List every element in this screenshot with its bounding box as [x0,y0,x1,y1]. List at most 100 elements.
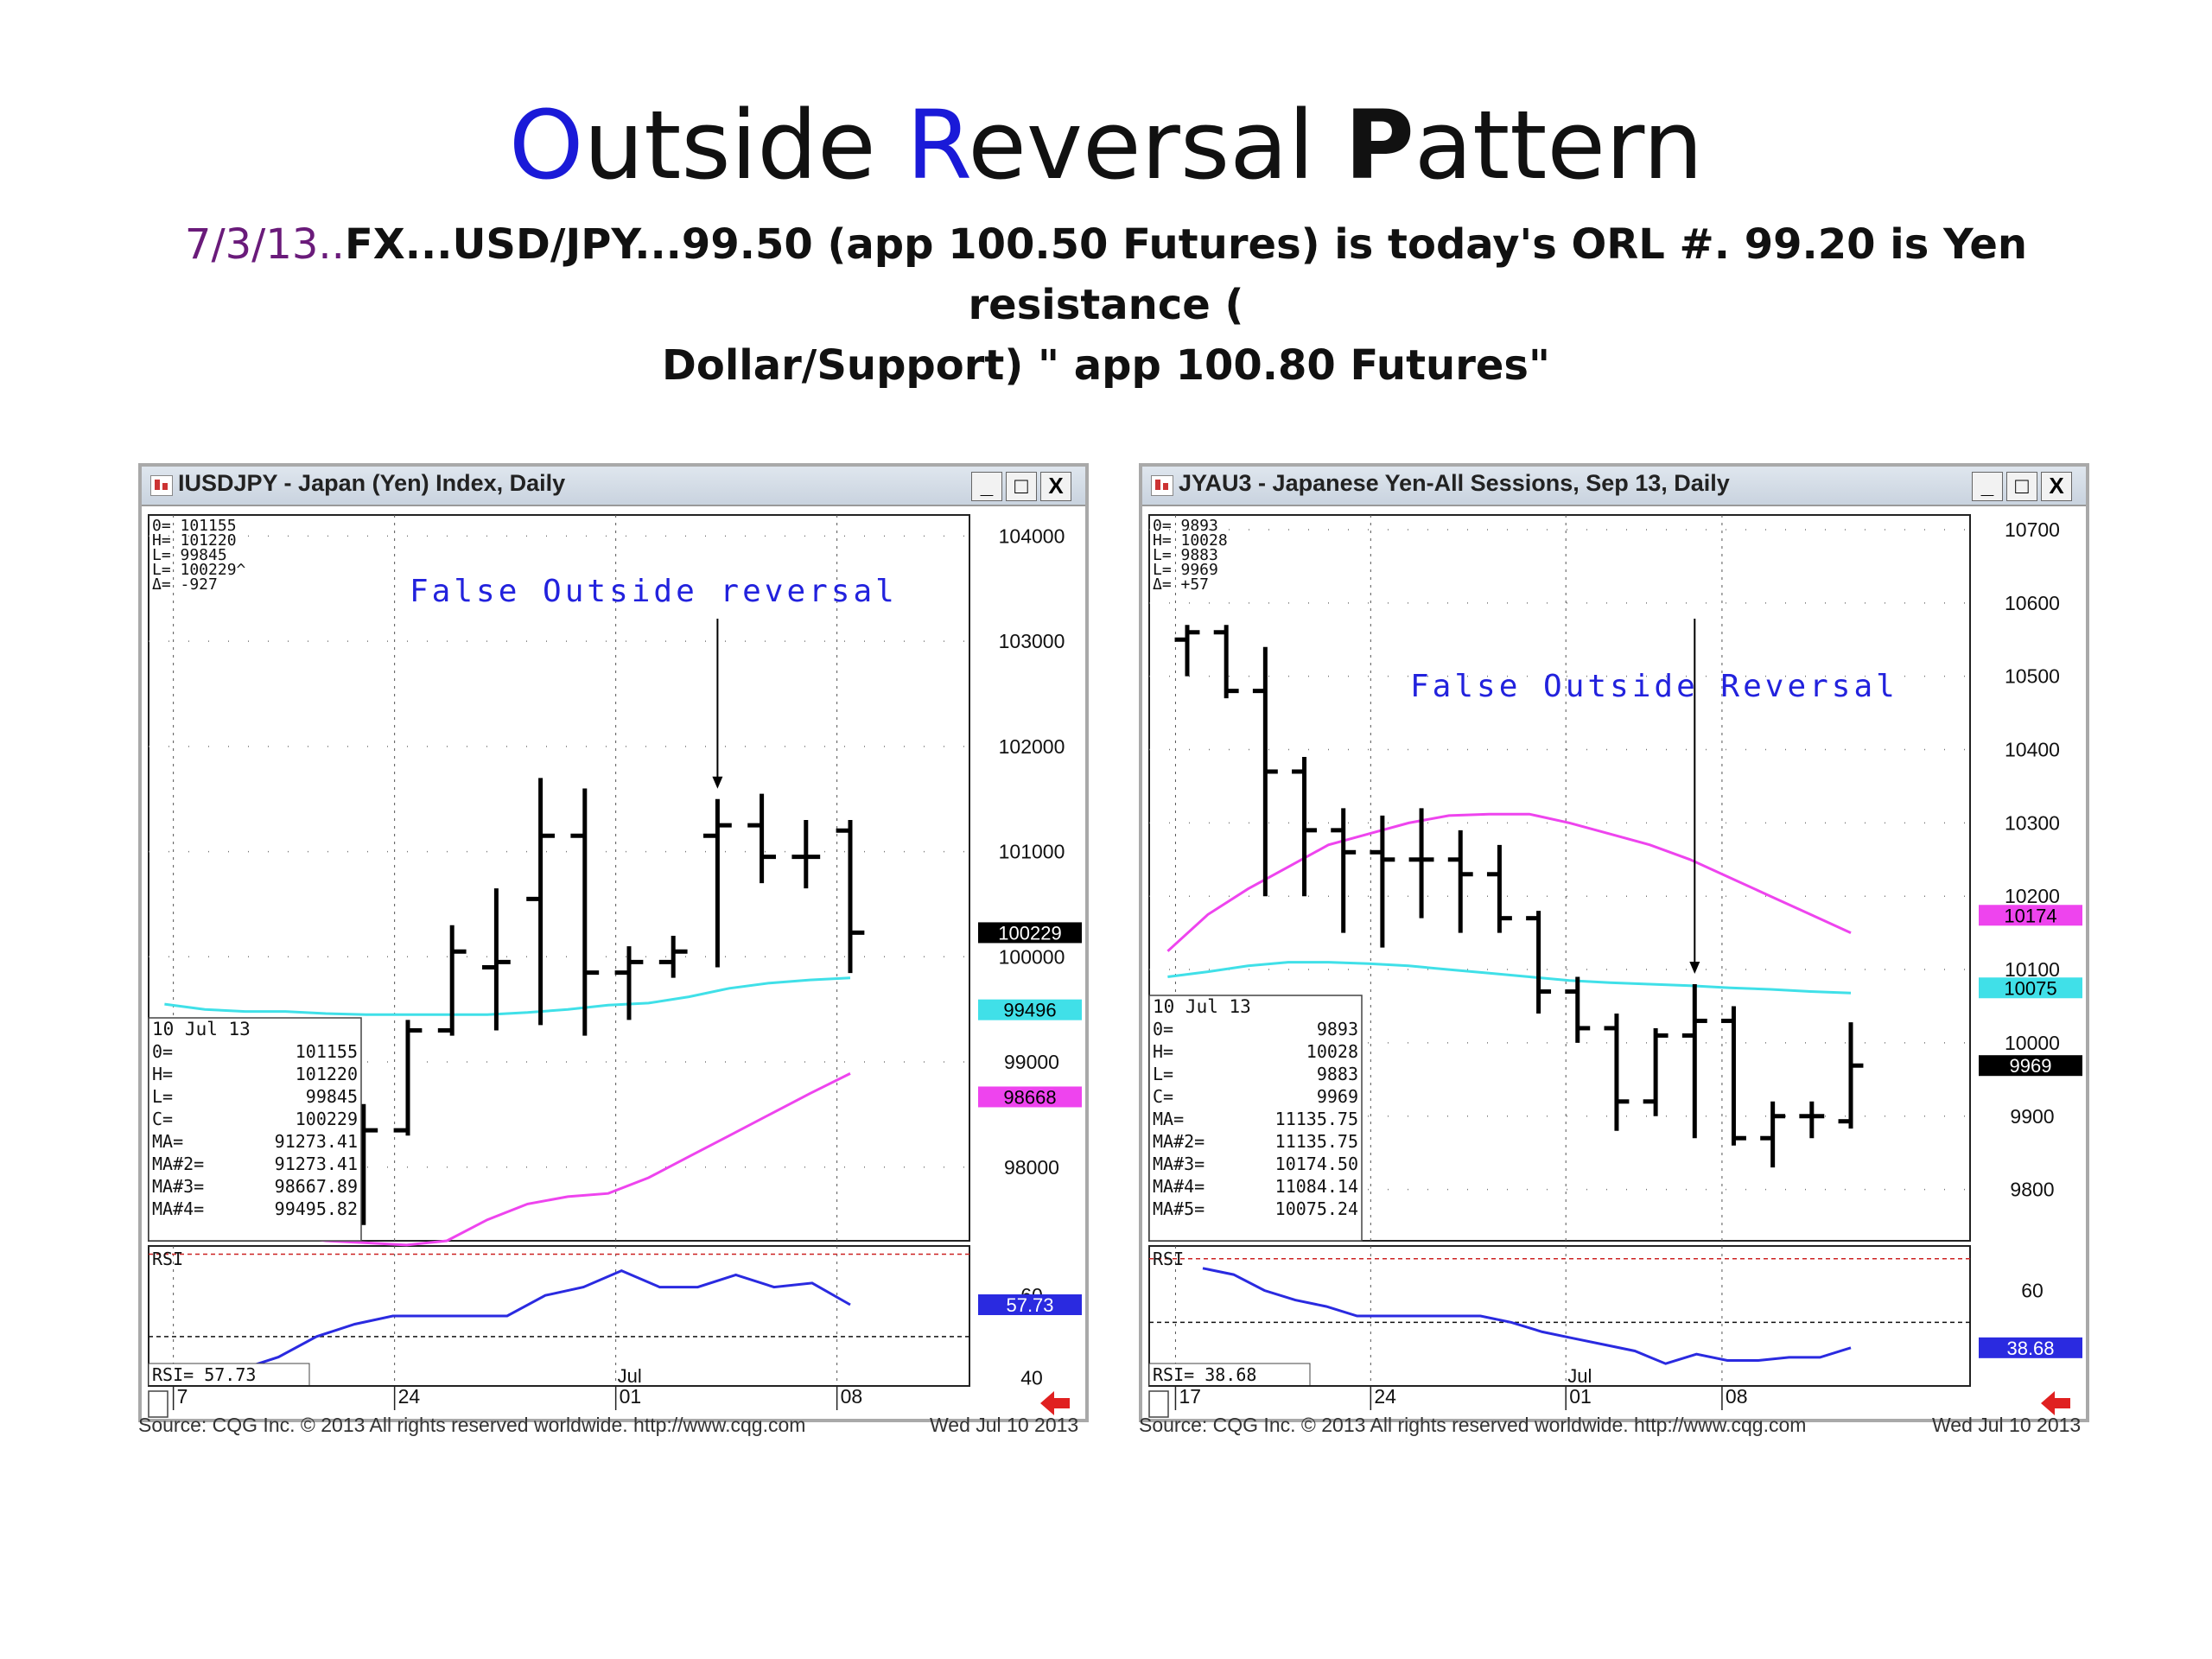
window-titlebar[interactable]: IUSDJPY - Japan (Yen) Index, Daily _ □ X [142,467,1085,506]
y-tick-label: 99000 [1004,1051,1059,1073]
info-box-value: 11084.14 [1275,1176,1358,1197]
info-box-label: MA#2= [1153,1131,1205,1152]
y-tick-label: 10700 [2005,518,2060,541]
info-box-value: 99845 [306,1086,358,1107]
rsi-readout-frame [1148,1363,1311,1387]
info-box-value: 91273.41 [275,1154,358,1174]
ohlc-bar [1370,815,1395,948]
x-tick-label: 01 [1569,1385,1592,1408]
y-tick-label: 10300 [2005,811,2060,834]
x-tick-label: 24 [398,1385,421,1408]
ohlc-bar [1331,808,1357,933]
rsi-value-tag-bg [978,1294,1082,1315]
minimize-button[interactable]: _ [1972,472,2003,501]
scroll-box [148,1390,168,1418]
window-title: IUSDJPY - Japan (Yen) Index, Daily [178,470,566,496]
ohlc-bar [1760,1101,1786,1168]
y-tick-label: 102000 [999,735,1065,758]
y-tick-label: 10100 [2005,958,2060,981]
title-part-0: O [508,90,584,200]
price-tag-value: 98668 [1003,1086,1056,1108]
quote-readout-line: L= 99845 [152,546,227,564]
y-tick-label: 104000 [999,524,1065,547]
info-box-value: 11135.75 [1275,1131,1358,1152]
ohlc-bar [747,793,776,884]
subtitle-line1: FX...USD/JPY...99.50 (app 100.50 Futures… [344,220,2028,329]
y-tick-label: 103000 [999,630,1065,652]
quote-readout-line: H= 10028 [1153,531,1228,550]
ohlc-bar [1213,625,1239,699]
rsi-value-tag-bg [1979,1337,2082,1358]
ohlc-bar [1447,830,1473,933]
close-button[interactable]: X [1040,472,1071,501]
info-box-value: 100229 [296,1109,358,1129]
info-box-value: 101220 [296,1064,358,1084]
quote-readout-line: L= 9883 [1153,546,1218,564]
ma-line-magenta [1166,812,1852,952]
ohlc-bar [482,888,511,1031]
y-tick-label: 10200 [2005,885,2060,907]
chart-window-usdjpy[interactable]: IUSDJPY - Japan (Yen) Index, Daily _ □ X… [138,463,1089,1422]
info-box-frame [1148,995,1363,1242]
ohlc-bar [836,820,865,974]
info-box-label: MA= [1153,1109,1184,1129]
month-label: Jul [618,1365,642,1387]
info-box-label: MA#4= [152,1198,204,1219]
price-tag-value: 10174 [2004,905,2056,926]
ohlc-bar [1838,1022,1864,1129]
window-title: JYAU3 - Japanese Yen-All Sessions, Sep 1… [1179,470,1730,496]
rsi-readout-frame [148,1363,310,1387]
subtitle-date: 7/3/13.. [184,220,345,269]
rsi-y-tick-label: 40 [1020,1366,1043,1389]
source-note-left: Source: CQG Inc. © 2013 All rights reser… [138,1414,806,1436]
maximize-button[interactable]: □ [2006,472,2037,501]
x-tick-label: 08 [1726,1385,1748,1408]
window-titlebar[interactable]: JYAU3 - Japanese Yen-All Sessions, Sep 1… [1142,467,2086,506]
ohlc-bar [1486,844,1512,933]
ohlc-bar [1643,1027,1669,1116]
y-tick-label: 101000 [999,841,1065,863]
info-box-value: 91273.41 [275,1131,358,1152]
scroll-box [1148,1390,1169,1418]
ohlc-chart-jyau3[interactable]: 10700 10600 10500 10400 10300 10200 10100 10000… [1142,506,2086,1422]
chart-date-right: Wed Jul 10 2013 [1932,1414,2082,1436]
ohlc-bar [791,820,821,889]
info-box-label: MA#5= [1153,1198,1205,1219]
ohlc-bar [1604,1013,1630,1131]
quote-readout-line: 0= 101155 [152,517,237,535]
close-button[interactable]: X [2041,472,2072,501]
info-box-label: MA#4= [1153,1176,1205,1197]
price-tag-bg [1979,1055,2082,1077]
y-tick-label: 9800 [2010,1179,2054,1201]
info-box-value: 101155 [296,1041,358,1062]
ohlc-bar [1292,757,1317,897]
minimize-button[interactable]: _ [971,472,1002,501]
info-box-value: 10174.50 [1275,1154,1358,1174]
maximize-button[interactable]: □ [1006,472,1037,501]
info-box-label: MA#2= [152,1154,204,1174]
info-box-label: L= [152,1086,173,1107]
ma-line-cyan [164,976,851,1016]
quote-readout-line: L= 100229^ [152,561,246,579]
y-tick-label: 9900 [2010,1105,2054,1128]
price-tag-bg [978,999,1082,1020]
info-box-value: 9893 [1317,1019,1358,1039]
price-tag-bg [1979,977,2082,999]
ohlc-bar [1526,911,1552,1014]
info-box-label: C= [1153,1086,1173,1107]
chart-window-jyau3[interactable]: JYAU3 - Japanese Yen-All Sessions, Sep 1… [1139,463,2089,1422]
info-box-value: 10028 [1306,1041,1358,1062]
rsi-value-tag: 57.73 [1006,1294,1053,1316]
annotation-arrow-head [1689,962,1700,975]
y-tick-label: 10000 [2005,1032,2060,1054]
rsi-line [201,1268,851,1379]
annotation-text: False Outside Reversal [1410,669,1898,704]
quote-readout-line: 0= 9893 [1153,517,1218,535]
x-tick-label: 24 [1374,1385,1396,1408]
ohlc-bar [1721,1006,1746,1146]
rsi-label: RSI [152,1249,183,1269]
cqg-app-icon [1151,475,1173,496]
ohlc-chart-usdjpy[interactable]: 104000 103000 102000 101000 100000 99000 98000… [142,506,1085,1422]
annotation-arrow-head [712,776,723,789]
title-part-3: eversal [968,90,1345,200]
